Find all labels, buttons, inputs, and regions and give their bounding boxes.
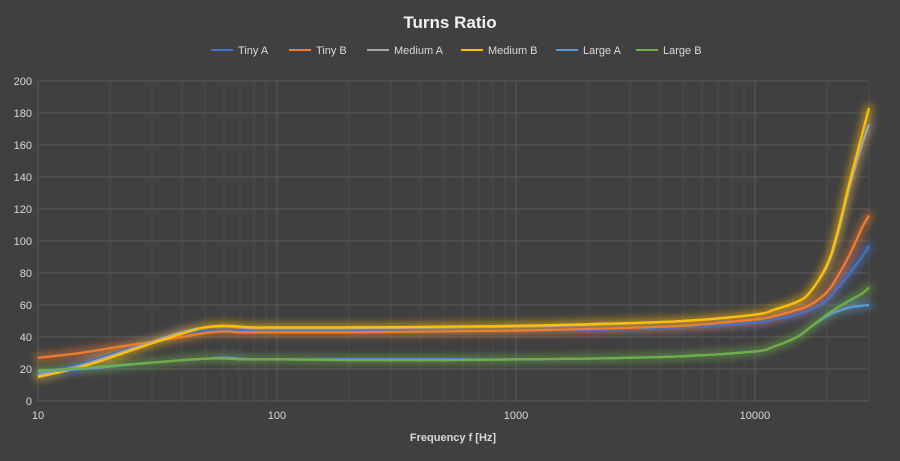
series-line-medium-b	[37, 107, 871, 379]
legend-item-tiny-a: Tiny A	[211, 45, 269, 57]
series-line-large-b	[37, 286, 870, 372]
y-tick-label: 20	[20, 364, 32, 376]
y-tick-label: 60	[20, 300, 32, 312]
legend-label: Large A	[583, 45, 622, 57]
x-tick-label: 10	[32, 410, 44, 422]
series-line-tiny-b	[37, 214, 870, 359]
chart-title: Turns Ratio	[403, 13, 496, 32]
legend: Tiny A Tiny B Medium A Medium B Large A Large…	[211, 45, 702, 57]
y-tick-label: 100	[14, 236, 32, 248]
legend-label: Tiny A	[238, 45, 269, 57]
legend-item-medium-a: Medium A	[367, 45, 444, 57]
legend-label: Medium B	[488, 45, 538, 57]
series-lines	[37, 107, 871, 379]
x-tick-label: 10000	[740, 410, 771, 422]
legend-item-large-a: Large A	[556, 45, 622, 57]
legend-item-tiny-b: Tiny B	[289, 45, 347, 57]
legend-label: Tiny B	[316, 45, 347, 57]
legend-label: Large B	[663, 45, 702, 57]
legend-item-large-b: Large B	[636, 45, 702, 57]
y-tick-label: 40	[20, 332, 32, 344]
legend-label: Medium A	[394, 45, 444, 57]
x-axis-label: Frequency f [Hz]	[410, 432, 497, 444]
axes: 0 20 40 60 80 100 120 140 160 180 200 10 100 1000 1000…	[14, 76, 771, 422]
y-tick-label: 120	[14, 204, 32, 216]
legend-item-medium-b: Medium B	[461, 45, 538, 57]
y-tick-label: 140	[14, 172, 32, 184]
y-tick-label: 180	[14, 108, 32, 120]
x-tick-label: 100	[268, 410, 286, 422]
y-tick-label: 200	[14, 76, 32, 88]
y-tick-label: 160	[14, 140, 32, 152]
y-tick-label: 80	[20, 268, 32, 280]
x-tick-label: 1000	[504, 410, 528, 422]
y-tick-label: 0	[26, 396, 32, 408]
